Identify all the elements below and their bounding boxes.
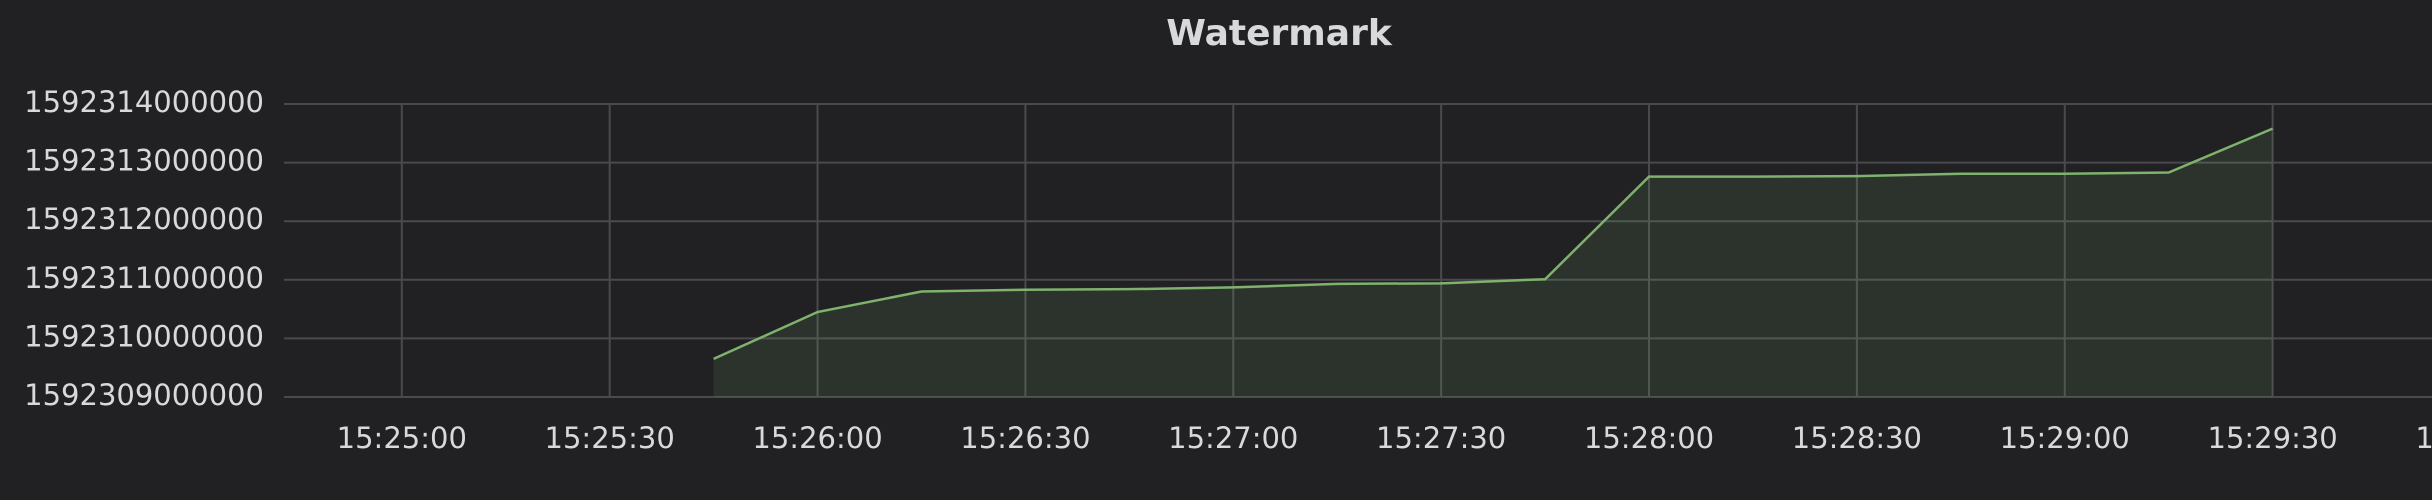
y-tick-label: 1592311000000: [24, 261, 264, 295]
x-tick-label: 15:29:30: [2208, 421, 2338, 455]
y-tick-label: 1592309000000: [24, 378, 264, 412]
x-tick-label: 15:28:00: [1584, 421, 1714, 455]
chart-title: Watermark: [1166, 13, 1393, 54]
area-fill: [713, 128, 2273, 397]
x-tick-label: 15:25:30: [545, 421, 675, 455]
y-tick-label: 1592312000000: [24, 202, 264, 236]
x-tick-label: 15:25:00: [337, 421, 467, 455]
x-tick-label: 15:30:00: [2415, 421, 2432, 455]
y-tick-label: 1592314000000: [24, 85, 264, 119]
x-tick-label: 15:28:30: [1792, 421, 1922, 455]
x-tick-label: 15:27:30: [1376, 421, 1506, 455]
y-tick-label: 1592313000000: [24, 144, 264, 178]
x-tick-label: 15:26:00: [752, 421, 882, 455]
x-tick-label: 15:27:00: [1168, 421, 1298, 455]
x-tick-label: 15:29:00: [2000, 421, 2130, 455]
y-tick-label: 1592310000000: [24, 319, 264, 353]
x-tick-label: 15:26:30: [960, 421, 1090, 455]
series-line: [713, 127, 2274, 361]
